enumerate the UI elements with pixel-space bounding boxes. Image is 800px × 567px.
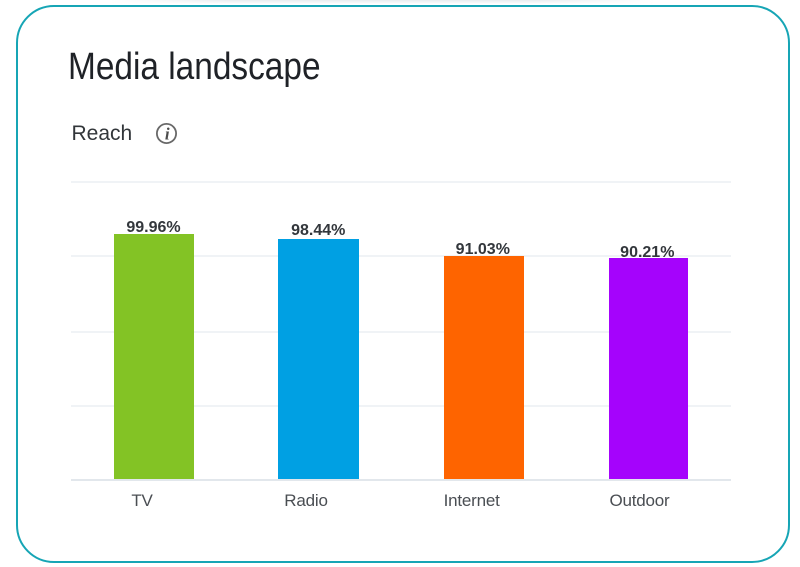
svg-text:i: i	[165, 124, 170, 143]
